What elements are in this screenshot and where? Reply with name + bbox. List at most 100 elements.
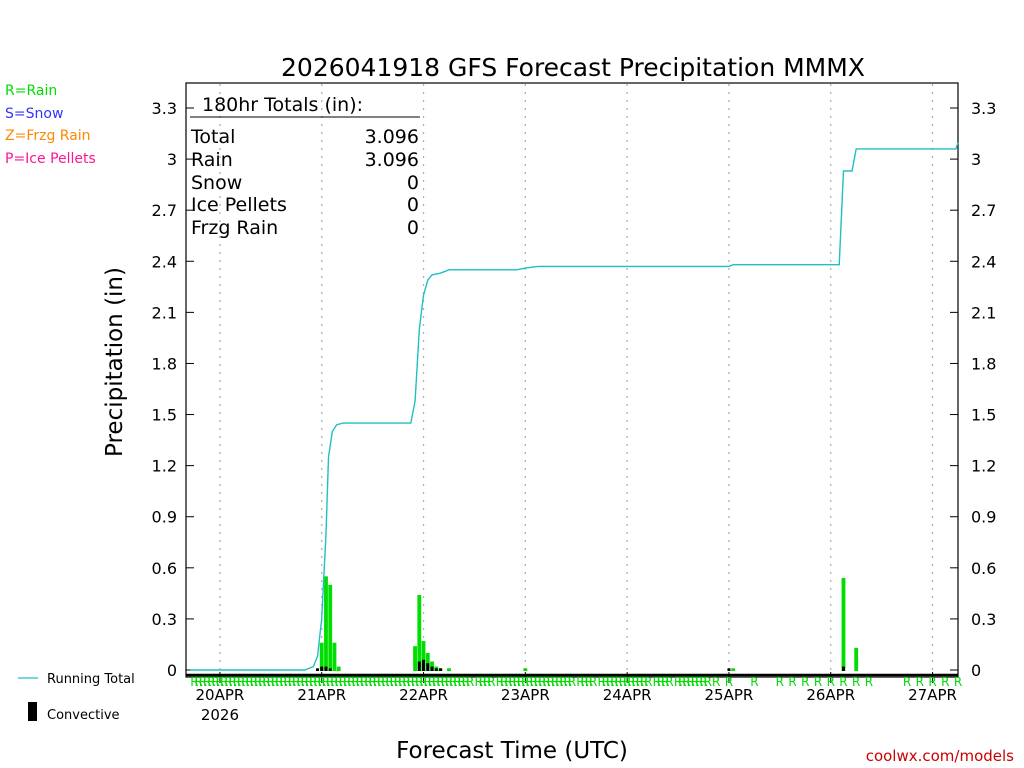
totals-value-frzg: 0 [407, 217, 419, 239]
ptype-marker-rain: R [530, 675, 538, 689]
ptype-marker-rain: R [665, 675, 673, 689]
y-tick-label-left-0.6: 0.6 [152, 559, 177, 578]
ptype-marker-rain: R [814, 675, 822, 689]
ptype-marker-rain: R [521, 675, 529, 689]
ptype-marker-rain: R [453, 675, 461, 689]
rain-bar [731, 668, 736, 671]
ptype-marker-rain: R [661, 675, 669, 689]
ptype-marker-rain: R [581, 675, 589, 689]
y-axis-left-ticks: 0 0.3 0.6 0.9 1.2 1.5 1.8 2.1 2.4 2.7 3 3.3 [152, 99, 194, 680]
ptype-marker-rain: R [199, 675, 207, 689]
ptype-marker-rain: R [576, 675, 584, 689]
ptype-marker-rain: R [589, 675, 597, 689]
y-tick-label-left-1.2: 1.2 [152, 457, 177, 476]
convective-bar [320, 666, 324, 671]
running-total-line-group [190, 142, 959, 671]
ptype-marker-rain: R [695, 675, 703, 689]
ptype-marker-rain: R [301, 675, 309, 689]
totals-label-frzg: Frzg Rain [191, 217, 278, 239]
totals-value-rain: 3.096 [365, 149, 419, 171]
convective-bar [439, 668, 442, 671]
ptype-marker-rain: R [704, 675, 712, 689]
ptype-marker-rain: R [466, 675, 474, 689]
ptype-marker-rain: R [262, 675, 270, 689]
ptype-marker-rain: R [305, 675, 313, 689]
y-tick-label-left-1.8: 1.8 [152, 354, 177, 373]
ptype-marker-rain: R [725, 675, 733, 689]
ptype-marker-rain: R [568, 675, 576, 689]
rain-bar [841, 578, 846, 671]
ptype-marker-rain: R [318, 675, 326, 689]
ptype-marker-rain: R [475, 675, 483, 689]
ptype-marker-rain: R [551, 675, 559, 689]
ptype-marker-rain: R [364, 675, 372, 689]
rain-bar [328, 584, 333, 671]
ptype-marker-rain: R [691, 675, 699, 689]
ptype-marker-rain: R [750, 675, 758, 689]
ptype-marker-rain: R [941, 675, 949, 689]
y-tick-label-right-0.3: 0.3 [971, 610, 996, 629]
ptype-marker-rain: R [237, 675, 245, 689]
rain-bar [417, 595, 422, 671]
ptype-marker-rain: R [309, 675, 317, 689]
ptype-marker-rain: R [928, 675, 936, 689]
totals-value-total: 3.096 [365, 126, 419, 148]
ptype-marker-rain: R [390, 675, 398, 689]
ptype-marker-rain: R [267, 675, 275, 689]
vertical-gridlines [219, 84, 934, 676]
ptype-marker-rain: R [640, 675, 648, 689]
running-total-legend-label: Running Total [47, 672, 135, 687]
ptype-marker-rain: R [402, 675, 410, 689]
ptype-marker-rain: R [619, 675, 627, 689]
y-tick-label-right-1.5: 1.5 [971, 406, 996, 425]
ptype-marker-rain: R [313, 675, 321, 689]
ptype-marker-rain: R [827, 675, 835, 689]
totals-value-snow: 0 [407, 172, 419, 194]
x-tick-label-23apr: 23APR [501, 686, 550, 704]
convective-bar [316, 668, 319, 671]
ptype-marker-rain: R [801, 675, 809, 689]
ptype-marker-rain: R [279, 675, 287, 689]
ptype-marker-rain: R [385, 675, 393, 689]
y-tick-label-left-0.3: 0.3 [152, 610, 177, 629]
y-tick-label-left-1.5: 1.5 [152, 406, 177, 425]
ptype-marker-rain: R [610, 675, 618, 689]
ptype-marker-rain: R [335, 675, 343, 689]
source-credit: coolwx.com/models [866, 747, 1014, 765]
ptype-marker-rain: R [419, 675, 427, 689]
ptype-marker-rain: R [407, 675, 415, 689]
ptype-marker-rain: R [631, 675, 639, 689]
y-tick-label-left-2.1: 2.1 [152, 303, 177, 322]
ptype-marker-rain: R [776, 675, 784, 689]
rain-bar [425, 652, 430, 671]
ptype-marker-rain: R [627, 675, 635, 689]
convective-legend-label: Convective [47, 708, 120, 723]
y-axis-right-ticks: 0 0.3 0.6 0.9 1.2 1.5 1.8 2.1 2.4 2.7 3 3.3 [950, 99, 996, 680]
ptype-marker-rain: R [839, 675, 847, 689]
ptype-marker-rain: R [462, 675, 470, 689]
ptype-marker-rain: R [517, 675, 525, 689]
ptype-marker-rain: R [678, 675, 686, 689]
ptype-marker-rain: R [508, 675, 516, 689]
y-tick-label-right-2.1: 2.1 [971, 303, 996, 322]
rain-bars [319, 576, 859, 671]
convective-bars [316, 659, 845, 671]
ptype-marker-rain: R [436, 675, 444, 689]
rain-bar [854, 647, 859, 671]
y-tick-label-right-0: 0 [971, 661, 981, 680]
ptype-marker-rain: R [674, 675, 682, 689]
y-tick-label-left-2.4: 2.4 [152, 252, 177, 271]
ptype-marker-rain: R [347, 675, 355, 689]
ptype-marker-rain: R [271, 675, 279, 689]
totals-label-ice: Ice Pellets [191, 194, 287, 216]
ptype-marker-rain: R [216, 675, 224, 689]
ptype-marker-rain: R [339, 675, 347, 689]
x-tick-label-25apr: 25APR [705, 686, 754, 704]
rain-bar [324, 576, 328, 671]
convective-bar [434, 668, 438, 671]
ptype-marker-rain: R [483, 675, 491, 689]
ptype-marker-rain: R [699, 675, 707, 689]
ptype-marker-rain: R [292, 675, 300, 689]
rain-bar [447, 668, 451, 671]
